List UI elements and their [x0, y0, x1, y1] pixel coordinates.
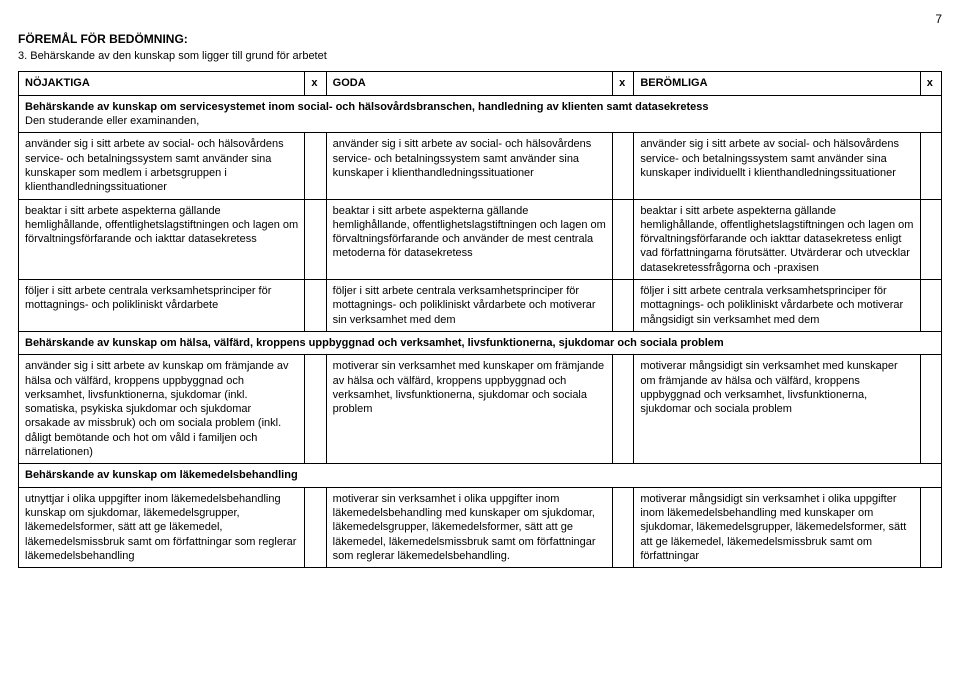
table-row: följer i sitt arbete centrala verksamhet… — [19, 280, 942, 332]
cell-c2: beaktar i sitt arbete aspekterna gälland… — [326, 199, 612, 279]
intro-line2: Den studerande eller examinanden, — [25, 115, 199, 127]
section3-title-row: Behärskande av kunskap om läkemedelsbeha… — [19, 464, 942, 487]
header-row: NÖJAKTIGA x GODA x BERÖMLIGA x — [19, 72, 942, 95]
cell-x — [920, 280, 941, 332]
cell-c1: utnyttjar i olika uppgifter inom läkemed… — [19, 487, 305, 567]
header-col2-x: x — [613, 72, 634, 95]
cell-x — [305, 133, 326, 199]
table-row: använder sig i sitt arbete av kunskap om… — [19, 355, 942, 464]
table-row: beaktar i sitt arbete aspekterna gälland… — [19, 199, 942, 279]
cell-c1: följer i sitt arbete centrala verksamhet… — [19, 280, 305, 332]
cell-x — [305, 487, 326, 567]
section2-title-row: Behärskande av kunskap om hälsa, välfärd… — [19, 331, 942, 354]
cell-x — [920, 355, 941, 464]
cell-x — [920, 487, 941, 567]
table-row: utnyttjar i olika uppgifter inom läkemed… — [19, 487, 942, 567]
section2-title: Behärskande av kunskap om hälsa, välfärd… — [19, 331, 942, 354]
section3-title: Behärskande av kunskap om läkemedelsbeha… — [19, 464, 942, 487]
cell-c3: använder sig i sitt arbete av social- oc… — [634, 133, 920, 199]
header-col1: NÖJAKTIGA — [19, 72, 305, 95]
cell-c3: motiverar mångsidigt sin verksamhet i ol… — [634, 487, 920, 567]
intro-bold: Behärskande av kunskap om servicesysteme… — [25, 101, 709, 113]
cell-c1: använder sig i sitt arbete av kunskap om… — [19, 355, 305, 464]
cell-c2: motiverar sin verksamhet med kunskaper o… — [326, 355, 612, 464]
header-col2: GODA — [326, 72, 612, 95]
cell-x — [305, 280, 326, 332]
header-col3: BERÖMLIGA — [634, 72, 920, 95]
cell-x — [613, 487, 634, 567]
cell-x — [305, 199, 326, 279]
cell-c3: följer i sitt arbete centrala verksamhet… — [634, 280, 920, 332]
cell-c3: motiverar mångsidigt sin verksamhet med … — [634, 355, 920, 464]
cell-x — [613, 355, 634, 464]
cell-c2: motiverar sin verksamhet i olika uppgift… — [326, 487, 612, 567]
cell-x — [613, 199, 634, 279]
table-row: använder sig i sitt arbete av social- oc… — [19, 133, 942, 199]
cell-c1: använder sig i sitt arbete av social- oc… — [19, 133, 305, 199]
header-col1-x: x — [305, 72, 326, 95]
header-col3-x: x — [920, 72, 941, 95]
cell-c2: använder sig i sitt arbete av social- oc… — [326, 133, 612, 199]
cell-c2: följer i sitt arbete centrala verksamhet… — [326, 280, 612, 332]
cell-x — [305, 355, 326, 464]
cell-c3: beaktar i sitt arbete aspekterna gälland… — [634, 199, 920, 279]
cell-x — [920, 133, 941, 199]
section-title: FÖREMÅL FÖR BEDÖMNING: — [18, 32, 942, 48]
page-number: 7 — [18, 12, 942, 28]
cell-x — [920, 199, 941, 279]
cell-x — [613, 133, 634, 199]
subtitle: 3. Behärskande av den kunskap som ligger… — [18, 49, 942, 63]
intro-row: Behärskande av kunskap om servicesysteme… — [19, 95, 942, 133]
cell-c1: beaktar i sitt arbete aspekterna gälland… — [19, 199, 305, 279]
assessment-table: NÖJAKTIGA x GODA x BERÖMLIGA x Behärskan… — [18, 71, 942, 568]
cell-x — [613, 280, 634, 332]
